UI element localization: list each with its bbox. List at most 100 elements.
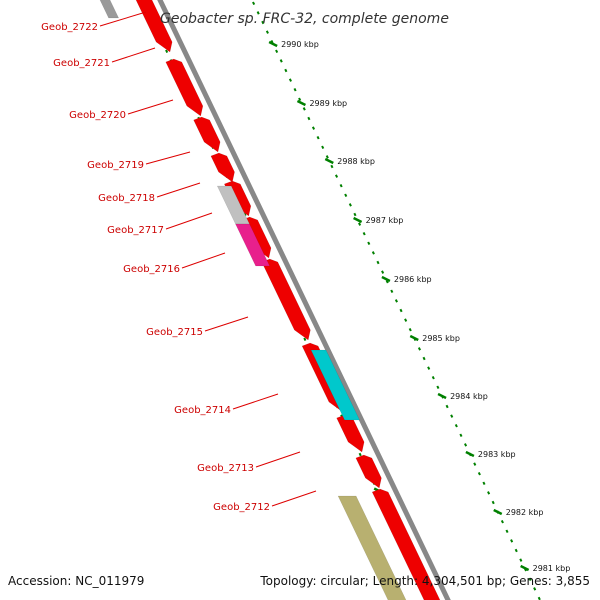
gene-geob-2721-arrow [165,58,204,117]
tick-dot [514,548,518,553]
tick-dot [505,529,509,534]
tick-dot [533,587,537,591]
tick-dot [303,337,307,342]
tick-dot [436,385,440,390]
tick-dot [293,87,297,92]
tick-dot [256,11,260,15]
gene-geob-2712-arrow [355,454,382,489]
kbp-label: 2986 kbp [394,275,432,284]
gene-geob-2717-block [235,223,271,267]
kbp-tick [296,99,306,107]
label-leader-line [255,451,301,468]
kbp-label: 2988 kbp [337,157,375,166]
gene-label[interactable]: Geob_2714 [174,405,231,416]
map-title: Geobacter sp. FRC-32, complete genome [160,11,449,27]
gene-label[interactable]: Geob_2712 [213,502,270,513]
label-leader-line [145,151,191,165]
tick-dot [408,327,412,332]
tick-dot [459,433,463,438]
tick-dot [335,174,339,178]
tick-dot [487,491,491,495]
kbp-tick [465,450,475,458]
kbp-label: 2981 kbp [533,564,571,573]
tick-dot [477,471,481,476]
tick-dot [537,596,541,600]
tick-dot [445,404,449,409]
tick-dot [358,452,362,457]
tick-dot [528,577,532,582]
tick-dot [427,366,431,370]
tick-dot [316,135,320,140]
tick-dot [491,500,495,505]
gene-label[interactable]: Geob_2720 [69,110,126,121]
label-leader-line [181,252,226,269]
tick-dot [284,68,288,73]
tick-dot [279,59,283,63]
gene-label[interactable]: Geob_2715 [146,327,203,338]
label-leader-line [127,99,174,115]
gene-geob-2712-block [337,495,407,600]
gene-geob-2715-arrow [261,258,311,341]
gene-geob-2711-arrow [371,488,441,600]
tick-dot [404,318,408,322]
kbp-label: 2989 kbp [309,99,347,108]
tick-dot [339,183,343,188]
tick-dot [330,164,334,169]
tick-dot [450,414,454,418]
tick-dot [464,443,468,447]
tick-dot [394,299,398,303]
tick-dot [302,107,306,111]
label-leader-line [204,316,249,332]
tick-dot [417,347,421,351]
tick-dot [311,126,316,130]
tick-dot [399,308,403,313]
gene-label[interactable]: Geob_2717 [107,225,164,236]
label-leader-line [232,393,279,410]
gene-geob-2720-arrow [193,116,221,153]
kbp-label: 2990 kbp [281,40,319,49]
gene-labels: Geob_2722 Geob_2721 Geob_2720 Geob_2719 Geob… [41,22,270,513]
genome-summary-text: Topology: circular; Length: 4,304,501 bp… [260,574,590,588]
gene-label[interactable]: Geob_2721 [53,58,110,69]
kbp-label: 2985 kbp [422,334,460,343]
gene-label[interactable]: Geob_2722 [41,22,98,33]
gene-label-lines [99,11,317,507]
label-leader-line [271,490,317,507]
tick-dot [381,270,385,274]
gene-fragment-block [99,0,120,19]
label-leader-line [165,212,213,230]
kbp-tick [353,216,363,224]
tick-dot [165,49,169,54]
tick-dot [298,97,302,102]
tick-dot [275,49,279,54]
accession-text: Accession: NC_011979 [8,574,145,588]
tick-dot [265,30,269,34]
gene-label[interactable]: Geob_2719 [87,160,144,171]
gene-geob-2714-block [310,349,360,421]
tick-dot [376,260,380,265]
tick-dot [500,519,504,524]
gene-label[interactable]: Geob_2716 [123,264,180,275]
tick-dot [288,78,292,82]
tick-dot [519,558,523,562]
gene-label[interactable]: Geob_2718 [98,193,155,204]
tick-dot [358,222,362,226]
gene-label[interactable]: Geob_2713 [197,463,254,474]
label-leader-line [111,47,156,63]
kbp-tick [437,392,447,400]
kbp-tick [324,157,334,165]
tick-dot [390,289,394,294]
label-leader-line [156,182,201,198]
tick-dot [348,203,352,207]
genome-backbone [157,0,451,600]
tick-dot [454,423,458,428]
kbp-tick [268,40,278,48]
tick-dot [252,1,256,6]
kbp-tick [493,508,503,516]
tick-dot [510,539,514,543]
outer-tick-track [252,1,541,600]
kbp-label: 2982 kbp [506,508,544,517]
tick-dot [344,193,348,198]
tick-dot [482,481,486,486]
tick-dot [261,20,265,25]
